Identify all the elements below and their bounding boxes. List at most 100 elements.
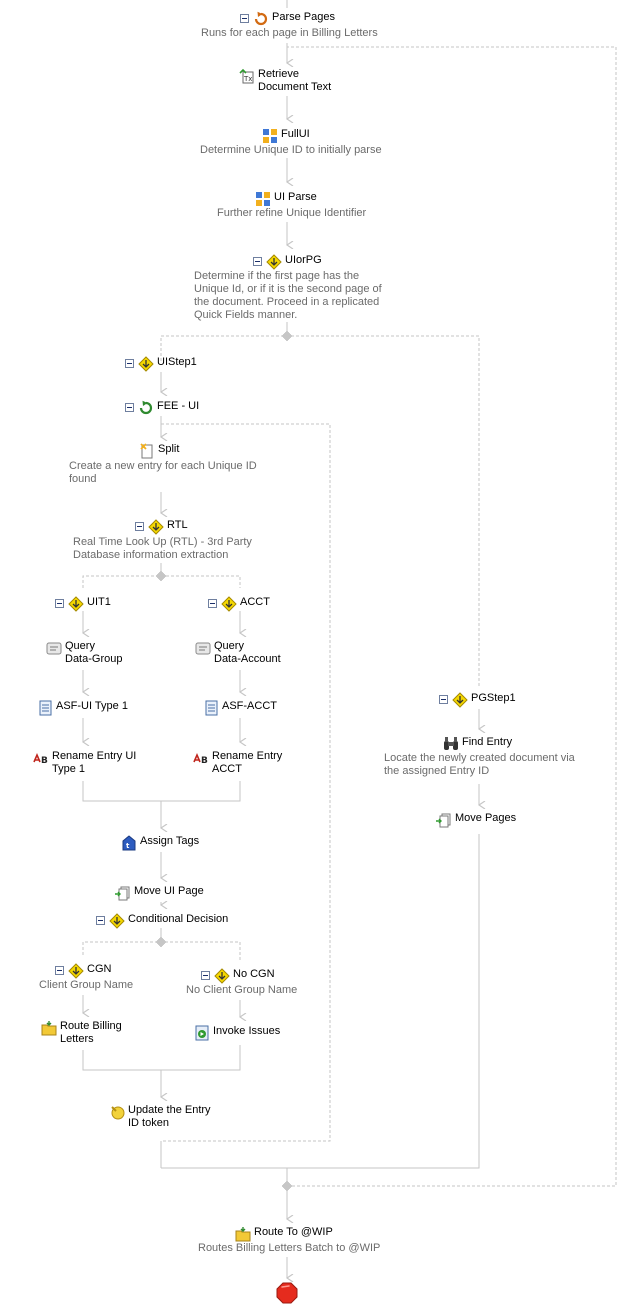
query-group-title-l2: Data-Group bbox=[65, 653, 123, 665]
rename-entry-acct-node[interactable]: B Rename Entry ACCT bbox=[193, 750, 282, 776]
uit1-title: UIT1 bbox=[87, 596, 111, 608]
uistep1-title: UIStep1 bbox=[157, 356, 197, 368]
route-to-wip-title: Route To @WIP bbox=[254, 1226, 333, 1238]
rename-ui-title-l1: Rename Entry UI bbox=[52, 750, 137, 762]
fields-icon bbox=[39, 700, 52, 716]
parse-pages-title: Parse Pages bbox=[272, 11, 335, 23]
collapse-toggle[interactable] bbox=[96, 916, 105, 925]
asf-acct-node[interactable]: ASF-ACCT bbox=[203, 700, 277, 716]
cgn-node[interactable]: CGN bbox=[55, 963, 111, 979]
asf-ui-type1-node[interactable]: ASF-UI Type 1 bbox=[37, 700, 128, 716]
rename-icon: B bbox=[193, 752, 208, 766]
pgstep1-node[interactable]: PGStep1 bbox=[439, 692, 516, 708]
rtl-node[interactable]: RTL bbox=[135, 519, 188, 535]
rtl-desc: Real Time Look Up (RTL) - 3rd Party Data… bbox=[73, 536, 252, 562]
decision-icon bbox=[266, 254, 282, 270]
decision-icon bbox=[221, 596, 237, 612]
retrieve-title-l2: Document Text bbox=[258, 81, 332, 93]
split-icon bbox=[140, 443, 153, 459]
collapse-toggle[interactable] bbox=[135, 522, 144, 531]
uiorpg-title: UIorPG bbox=[285, 254, 322, 266]
stop-icon[interactable] bbox=[276, 1282, 298, 1304]
update-token-title-l2: ID token bbox=[128, 1117, 169, 1129]
move-pages-icon bbox=[115, 886, 130, 901]
rename-acct-title-l1: Rename Entry bbox=[212, 750, 283, 762]
pgstep1-title: PGStep1 bbox=[471, 692, 516, 704]
fee-ui-node[interactable]: FEE - UI bbox=[125, 400, 199, 416]
uiorpg-desc-line: Determine if the first page has the bbox=[194, 270, 360, 282]
cgn-title: CGN bbox=[87, 963, 112, 975]
collapse-toggle[interactable] bbox=[125, 359, 134, 368]
svg-text:B: B bbox=[201, 756, 208, 766]
token-icon bbox=[111, 1106, 125, 1120]
uiorpg-desc-line: the document. Proceed in a replicated bbox=[194, 296, 380, 308]
collapse-toggle[interactable] bbox=[125, 403, 134, 412]
rename-icon: B bbox=[33, 752, 48, 766]
find-entry-desc-line: Locate the newly created document via bbox=[384, 752, 575, 764]
route-billing-letters-node[interactable]: Route Billing Letters bbox=[41, 1020, 122, 1046]
update-entry-id-token-node[interactable]: Update the Entry ID token bbox=[109, 1104, 211, 1130]
pattern-match-icon bbox=[256, 192, 270, 206]
invoke-issues-node[interactable]: Invoke Issues bbox=[194, 1025, 280, 1041]
query-data-group-node[interactable]: Query Data-Group bbox=[46, 640, 122, 666]
decision-icon bbox=[68, 963, 84, 979]
acct-node[interactable]: ACCT bbox=[208, 596, 270, 612]
retrieve-document-text-node[interactable]: Tx Retrieve Document Text bbox=[239, 68, 331, 94]
collapse-toggle[interactable] bbox=[208, 599, 217, 608]
cgn-desc: Client Group Name bbox=[39, 979, 134, 991]
rtl-title: RTL bbox=[167, 519, 188, 531]
svg-text:Tx: Tx bbox=[243, 75, 252, 83]
collapse-toggle[interactable] bbox=[55, 599, 64, 608]
conditional-decision-node[interactable]: Conditional Decision bbox=[96, 913, 228, 929]
retrieve-text-icon: Tx bbox=[239, 68, 254, 84]
asf-ui-title: ASF-UI Type 1 bbox=[56, 700, 128, 712]
move-pages-title: Move Pages bbox=[455, 812, 517, 824]
decision-icon bbox=[138, 356, 154, 372]
uit1-node[interactable]: UIT1 bbox=[55, 596, 111, 612]
fullui-node[interactable]: FullUI bbox=[262, 128, 310, 144]
binoculars-icon bbox=[444, 737, 458, 750]
rename-entry-ui-node[interactable]: B Rename Entry UI Type 1 bbox=[33, 750, 136, 776]
move-ui-page-node[interactable]: Move UI Page bbox=[115, 885, 204, 901]
uiorpg-node[interactable]: UIorPG bbox=[253, 254, 322, 270]
decision-icon bbox=[214, 968, 230, 984]
rename-acct-title-l2: ACCT bbox=[212, 763, 242, 775]
move-ui-page-title: Move UI Page bbox=[134, 885, 204, 897]
find-entry-node[interactable]: Find Entry bbox=[443, 736, 512, 752]
update-token-title-l1: Update the Entry bbox=[128, 1104, 211, 1116]
route-billing-title-l1: Route Billing bbox=[60, 1020, 122, 1032]
ui-parse-node[interactable]: UI Parse bbox=[255, 191, 317, 207]
collapse-toggle[interactable] bbox=[55, 966, 64, 975]
decision-icon bbox=[452, 692, 468, 708]
move-pages-node[interactable]: Move Pages bbox=[436, 812, 516, 828]
no-cgn-desc: No Client Group Name bbox=[186, 984, 298, 996]
conditional-decision-title: Conditional Decision bbox=[128, 913, 229, 925]
collapse-toggle[interactable] bbox=[201, 971, 210, 980]
assign-tags-title: Assign Tags bbox=[140, 835, 200, 847]
fullui-desc: Determine Unique ID to initially parse bbox=[200, 144, 382, 156]
route-folder-icon bbox=[235, 1227, 251, 1242]
retrieve-title-l1: Retrieve bbox=[258, 68, 299, 80]
ui-parse-desc: Further refine Unique Identifier bbox=[217, 207, 367, 219]
query-group-title-l1: Query bbox=[65, 640, 95, 652]
route-to-wip-node[interactable]: Route To @WIP bbox=[235, 1226, 333, 1242]
uistep1-node[interactable]: UIStep1 bbox=[125, 356, 197, 372]
route-billing-title-l2: Letters bbox=[60, 1033, 94, 1045]
collapse-toggle[interactable] bbox=[439, 695, 448, 704]
move-pages-icon bbox=[436, 813, 451, 828]
split-node[interactable]: Split bbox=[139, 443, 179, 459]
acct-title: ACCT bbox=[240, 596, 270, 608]
query-data-account-node[interactable]: Query Data-Account bbox=[195, 640, 281, 666]
collapse-toggle[interactable] bbox=[240, 14, 249, 23]
find-entry-title: Find Entry bbox=[462, 736, 513, 748]
split-desc-line: Create a new entry for each Unique ID bbox=[69, 460, 257, 472]
parse-pages-node[interactable]: Parse Pages bbox=[240, 11, 335, 27]
decision-icon bbox=[148, 519, 164, 535]
repeat-icon bbox=[254, 11, 268, 26]
collapse-toggle[interactable] bbox=[253, 257, 262, 266]
assign-tags-node[interactable]: t Assign Tags bbox=[121, 835, 199, 851]
uiorpg-desc: Determine if the first page has the Uniq… bbox=[194, 270, 382, 322]
no-cgn-node[interactable]: No CGN bbox=[201, 968, 275, 984]
rename-ui-title-l2: Type 1 bbox=[52, 763, 86, 775]
